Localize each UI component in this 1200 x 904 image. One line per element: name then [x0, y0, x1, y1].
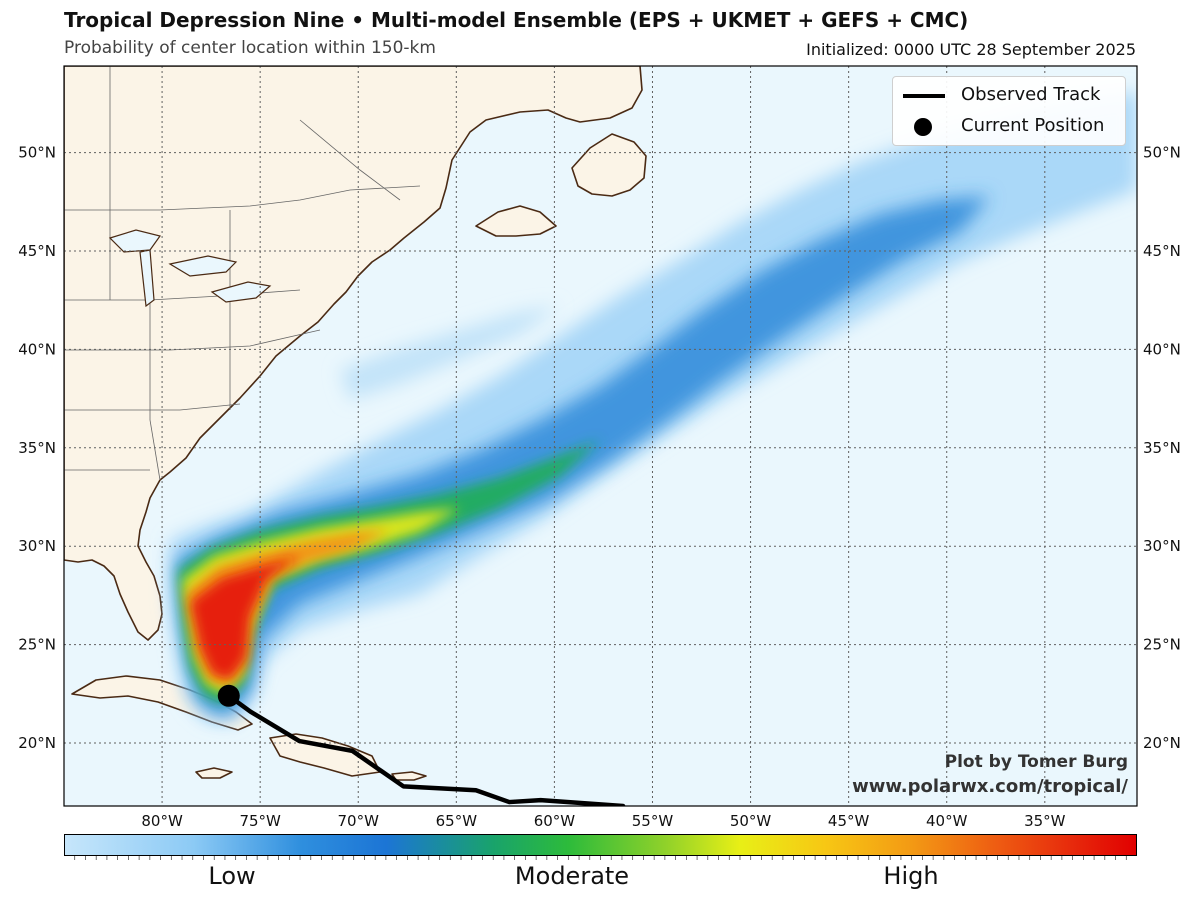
longitude-tick-label: 55°W	[632, 812, 674, 830]
position-dot-icon	[914, 118, 932, 136]
map-frame	[63, 65, 1138, 807]
chart-title: Tropical Depression Nine • Multi-model E…	[64, 8, 969, 32]
initialized-time: Initialized: 0000 UTC 28 September 2025	[806, 40, 1136, 59]
legend-label: Observed Track	[961, 84, 1101, 105]
nova-scotia-land	[475, 205, 557, 237]
north-america-land	[64, 66, 643, 641]
longitude-tick-label: 60°W	[534, 812, 576, 830]
latitude-tick-label-right: 50°N	[1143, 144, 1181, 162]
swath-very-high	[190, 556, 300, 680]
great-lakes	[108, 229, 272, 308]
latitude-tick-label-left: 40°N	[18, 340, 56, 358]
longitude-tick-label: 80°W	[141, 812, 183, 830]
latitude-tick-label-left: 20°N	[18, 734, 56, 752]
chart-subtitle: Probability of center location within 15…	[64, 38, 436, 58]
swath-low-fringe	[340, 306, 560, 400]
land-masses	[64, 66, 647, 781]
latitude-tick-label-left: 25°N	[18, 636, 56, 654]
colorbar-label-high: High	[883, 862, 939, 890]
longitude-tick-label: 75°W	[239, 812, 281, 830]
legend-item-current-position: Current Position	[893, 111, 1125, 141]
legend: Observed Track Current Position	[892, 76, 1126, 146]
latitude-tick-label-right: 25°N	[1143, 636, 1181, 654]
latitude-tick-label-left: 50°N	[18, 144, 56, 162]
legend-label: Current Position	[961, 115, 1105, 136]
latitude-tick-label-right: 45°N	[1143, 242, 1181, 260]
latitude-tick-label-left: 30°N	[18, 537, 56, 555]
colorbar-label-moderate: Moderate	[514, 862, 630, 890]
legend-item-observed-track: Observed Track	[893, 80, 1125, 110]
track-line-icon	[903, 94, 945, 98]
probability-map: 80°W 75°W 70°W 65°W 60°W 55°W 50°W 45°W 40°W 35°W…	[18, 65, 1181, 830]
newfoundland-land	[571, 133, 647, 197]
latitude-tick-label-left: 45°N	[18, 242, 56, 260]
colorbar-ticks	[74, 856, 1127, 860]
swath-moderate	[182, 508, 460, 694]
longitude-tick-label: 50°W	[730, 812, 772, 830]
jamaica-land	[195, 767, 233, 779]
latitude-tick-label-left: 35°N	[18, 439, 56, 457]
longitude-tick-label: 65°W	[436, 812, 478, 830]
latitude-tick-label-right: 35°N	[1143, 439, 1181, 457]
swath-medium-low	[176, 196, 990, 716]
latitude-tick-label-right: 30°N	[1143, 537, 1181, 555]
probability-swath	[170, 92, 1137, 722]
graticule	[64, 66, 1137, 806]
credit-author: Plot by Tomer Burg	[944, 752, 1128, 772]
observed-track-line	[226, 693, 626, 806]
colorbar	[64, 834, 1137, 856]
latitude-tick-label-right: 20°N	[1143, 734, 1181, 752]
axis-labels: 80°W 75°W 70°W 65°W 60°W 55°W 50°W 45°W 40°W 35°W…	[18, 144, 1181, 830]
longitude-tick-label: 40°W	[926, 812, 968, 830]
longitude-tick-label: 45°W	[828, 812, 870, 830]
longitude-tick-label: 35°W	[1024, 812, 1066, 830]
latitude-tick-label-right: 40°N	[1143, 340, 1181, 358]
swath-medium	[178, 440, 600, 704]
colorbar-label-low: Low	[208, 862, 256, 890]
current-position-marker	[217, 684, 240, 707]
credit-url: www.polarwx.com/tropical/	[852, 776, 1128, 797]
longitude-tick-label: 70°W	[338, 812, 380, 830]
